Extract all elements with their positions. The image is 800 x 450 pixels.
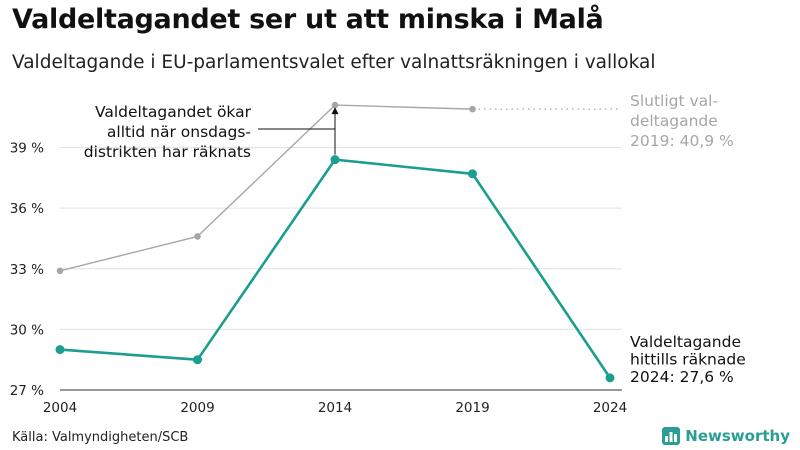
final-series-label-line: 2019: 40,9 % (630, 132, 734, 150)
y-tick-label: 36 % (10, 201, 44, 217)
x-tick-label: 2019 (455, 400, 489, 416)
x-tick-label: 2014 (318, 400, 352, 416)
y-tick-label: 30 % (10, 322, 44, 338)
data-point-main (330, 155, 340, 165)
gridlines (60, 147, 622, 391)
bar-chart-icon (662, 427, 681, 445)
x-tick-label: 2009 (180, 400, 214, 416)
difference-annotation: Valdeltagandet ökar alltid när onsdags-di… (84, 103, 252, 161)
chart-subtitle: Valdeltagande i EU-parlamentsvalet efter… (12, 52, 656, 73)
y-axis: 27 % 30 % 33 % 36 % 39 % (10, 141, 44, 399)
annotations: Valdeltagandet ökar alltid när onsdags-di… (84, 92, 746, 386)
newsworthy-logo: Newsworthy (662, 426, 790, 446)
series-line-final (59, 104, 473, 272)
data-point-final (56, 267, 64, 275)
data-point-main (605, 373, 615, 383)
difference-annotation-line: alltid när onsdags- (107, 123, 251, 141)
data-point-final (331, 101, 339, 109)
final-series-label: Slutligt val-deltagande 2019: 40,9 % (630, 92, 734, 150)
source-note: Källa: Valmyndigheten/SCB (12, 430, 189, 445)
main-series-label-line: hittills räknade (630, 351, 746, 369)
difference-annotation-line: distrikten har räknats (84, 143, 251, 161)
difference-annotation-line: Valdeltagandet ökar (95, 103, 252, 121)
main-series-label: Valdeltagande hittills räknade 2024: 27,6 … (630, 333, 746, 386)
x-axis: 2004 2009 2014 2019 2024 (43, 400, 627, 416)
data-point-final (469, 105, 476, 113)
data-point-main (193, 355, 202, 365)
main-series-label-line: 2024: 27,6 % (630, 368, 734, 386)
data-point-main (468, 169, 477, 179)
final-series-label-line: Slutligt val- (630, 92, 718, 110)
y-tick-label: 39 % (10, 141, 44, 157)
y-tick-label: 27 % (10, 383, 44, 399)
main-series-label-line: Valdeltagande (630, 333, 741, 351)
data-point-main (55, 345, 65, 355)
data-point-final (194, 233, 201, 240)
y-tick-label: 33 % (10, 262, 44, 278)
final-series-label-line: deltagande (630, 112, 718, 130)
x-tick-label: 2004 (43, 400, 77, 416)
logo-text: Newsworthy (685, 427, 790, 445)
x-tick-label: 2024 (593, 400, 627, 416)
series-group (55, 101, 615, 383)
annotation-arrow-head (331, 107, 339, 115)
chart-title: Valdeltagandet ser ut att minska i Malå (12, 4, 604, 35)
